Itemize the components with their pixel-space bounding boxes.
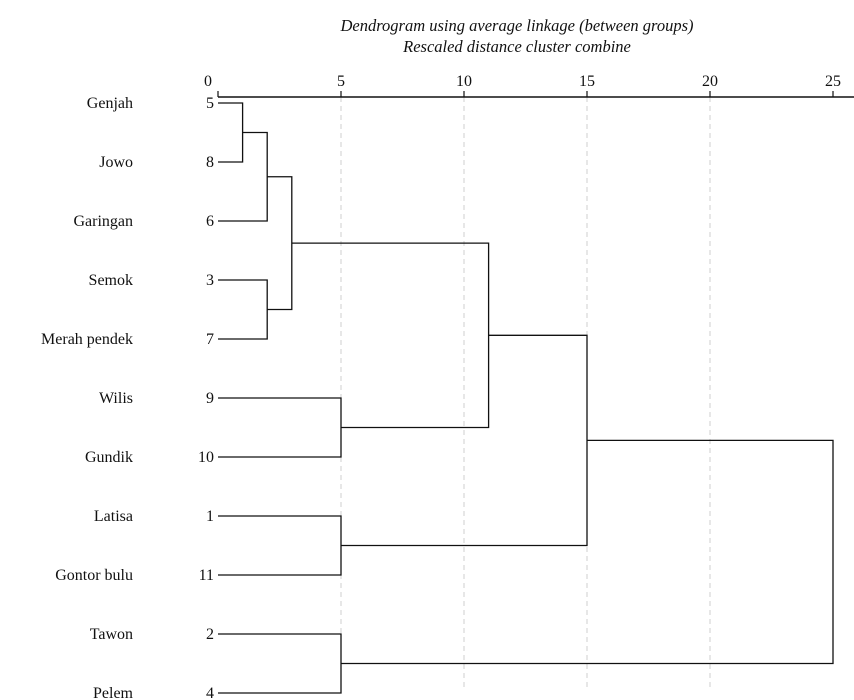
- leaf-name-latisa: Latisa: [94, 508, 133, 525]
- leaf-number-9: 9: [206, 390, 214, 407]
- leaf-name-tawon: Tawon: [90, 626, 133, 643]
- leaf-number-3: 3: [206, 272, 214, 289]
- leaf-number-7: 7: [206, 331, 214, 348]
- leaf-number-2: 2: [206, 626, 214, 643]
- leaf-number-4: 4: [206, 685, 214, 700]
- tick-label-15: 15: [579, 73, 595, 90]
- merge-link-i: [218, 633, 342, 694]
- leaf-number-6: 6: [206, 213, 214, 230]
- merge-link-j: [341, 439, 834, 665]
- chart-title: Dendrogram using average linkage (betwee…: [339, 16, 693, 35]
- merge-link-d: [267, 176, 293, 311]
- chart-subtitle: Rescaled distance cluster combine: [402, 37, 631, 56]
- merge-link-c: [218, 279, 268, 340]
- leaf-number-8: 8: [206, 154, 214, 171]
- dendrogram-links: [218, 102, 834, 694]
- tick-label-0: 0: [204, 73, 212, 90]
- gridlines: [340, 97, 711, 690]
- leaf-number-5: 5: [206, 95, 214, 112]
- leaf-name-genjah: Genjah: [87, 95, 133, 112]
- leaf-name-semok: Semok: [89, 272, 133, 289]
- leaf-name-gontor-bulu: Gontor bulu: [55, 567, 133, 584]
- leaf-number-1: 1: [206, 508, 214, 525]
- leaf-name-pelem: Pelem: [93, 685, 134, 700]
- leaf-name-wilis: Wilis: [99, 390, 133, 407]
- leaf-name-merah-pendek: Merah pendek: [41, 331, 133, 348]
- leaf-number-10: 10: [198, 449, 214, 466]
- leaf-name-jowo: Jowo: [99, 154, 133, 171]
- tick-label-10: 10: [456, 73, 472, 90]
- leaf-labels: Genjah 5 Jowo 8 Garingan 6 Semok 3 Merah pendek 7…: [41, 95, 214, 700]
- merge-link-e: [218, 397, 342, 458]
- distance-axis: 0 5 10 15 20 25: [204, 73, 854, 98]
- leaf-number-11: 11: [199, 567, 214, 584]
- leaf-name-garingan: Garingan: [73, 213, 133, 230]
- tick-label-5: 5: [337, 73, 345, 90]
- merge-link-a: [218, 102, 244, 163]
- merge-link-f: [291, 242, 490, 429]
- tick-label-25: 25: [825, 73, 841, 90]
- tick-label-20: 20: [702, 73, 718, 90]
- merge-link-g: [218, 515, 342, 576]
- leaf-name-gundik: Gundik: [85, 449, 133, 466]
